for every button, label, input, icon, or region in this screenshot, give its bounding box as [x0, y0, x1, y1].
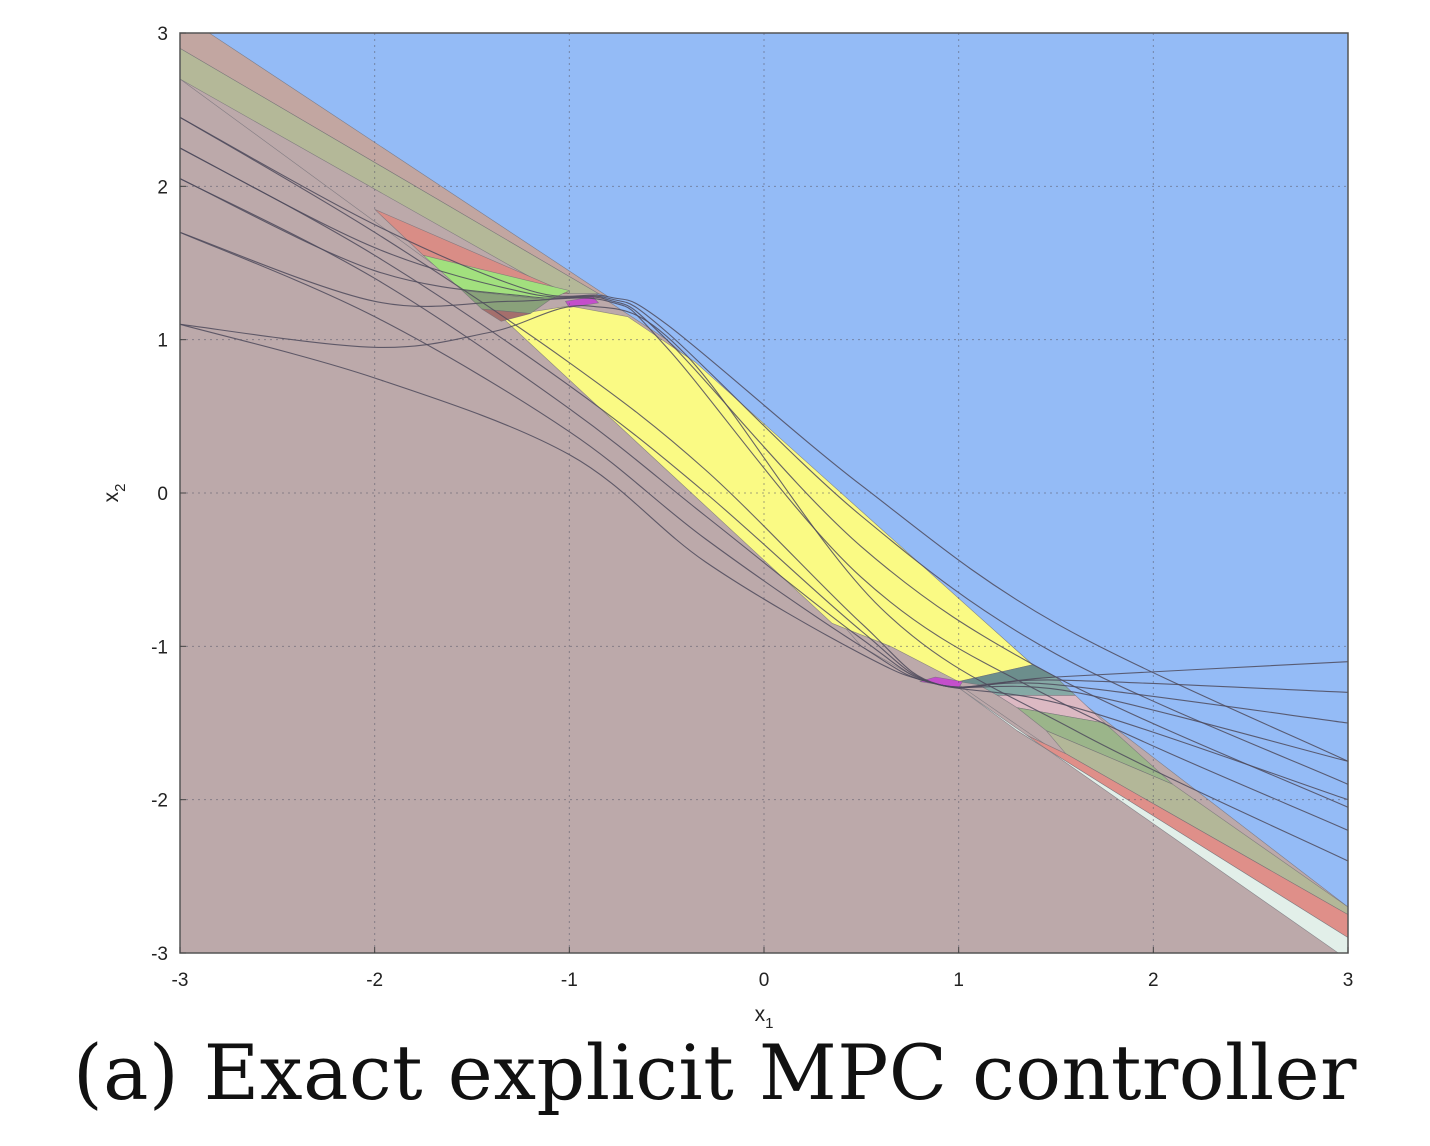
y-tick-label: 1 — [157, 331, 168, 352]
boundary-curve-8 — [179, 178, 1349, 724]
x-tick-labels: -3 -2 -1 0 1 2 3 — [172, 947, 1354, 991]
x-tick-label: 2 — [1148, 970, 1159, 991]
y-tick-label: 2 — [157, 177, 168, 198]
region-boundary-curves — [179, 116, 1349, 862]
y-tick-label: 3 — [157, 24, 168, 45]
y-tick-label: -1 — [151, 637, 168, 658]
x-tick-label: -2 — [366, 970, 383, 991]
x-axis-label: x1 — [755, 1003, 774, 1032]
x-axis-label-subscript: 1 — [765, 1015, 773, 1032]
x-tick-label: 3 — [1343, 970, 1354, 991]
boundary-curve-7 — [179, 147, 1349, 693]
boundary-curve-1 — [179, 116, 1349, 762]
grid-lines — [180, 33, 1348, 953]
y-tick-label: 0 — [157, 484, 168, 505]
x-tick-label: -1 — [561, 970, 578, 991]
x-axis-label-main: x — [755, 1003, 766, 1026]
y-tick-label: -2 — [151, 791, 168, 812]
x-tick-label: 1 — [953, 970, 964, 991]
x-tick-label: -3 — [172, 970, 189, 991]
boundary-curve-4 — [179, 231, 1349, 831]
boundary-curve-5 — [179, 304, 1349, 862]
y-tick-labels: -3 -2 -1 0 1 2 3 — [151, 24, 186, 965]
boundary-curve-9 — [179, 231, 1349, 762]
y-tick-label: -3 — [151, 944, 168, 965]
region-upper-band-maroon — [481, 308, 531, 322]
boundary-curve-2 — [179, 147, 1349, 785]
boundary-curve-6 — [179, 116, 1349, 689]
y-axis-label: x2 — [100, 484, 129, 503]
figure-caption: (a) Exact explicit MPC controller — [73, 1028, 1357, 1117]
x-tick-label: 0 — [759, 970, 770, 991]
y-axis-label-main: x — [100, 491, 123, 502]
boundary-curve-10 — [179, 323, 1349, 801]
y-axis-label-subscript: 2 — [112, 484, 129, 492]
